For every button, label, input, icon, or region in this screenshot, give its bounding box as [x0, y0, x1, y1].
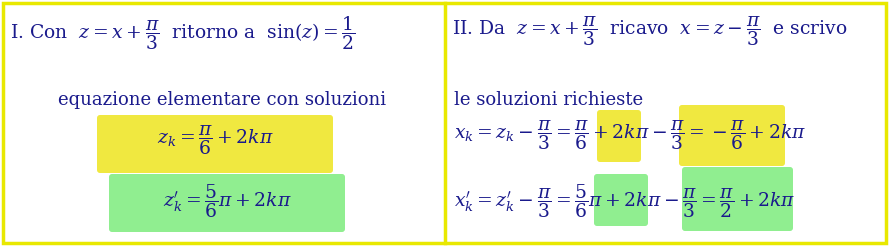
- FancyBboxPatch shape: [679, 105, 785, 166]
- FancyBboxPatch shape: [594, 174, 648, 226]
- Text: $x_k = z_k - \dfrac{\pi}{3} = \dfrac{\pi}{6}+2k\pi - \dfrac{\pi}{3} = -\dfrac{\p: $x_k = z_k - \dfrac{\pi}{3} = \dfrac{\pi…: [454, 118, 806, 152]
- Text: I. Con  $z = x+\dfrac{\pi}{3}$  ritorno a  $\sin(z) = \dfrac{1}{2}$: I. Con $z = x+\dfrac{\pi}{3}$ ritorno a …: [10, 14, 356, 52]
- FancyBboxPatch shape: [682, 167, 793, 231]
- FancyBboxPatch shape: [109, 174, 345, 232]
- FancyBboxPatch shape: [597, 110, 641, 162]
- Text: $x^{\prime}_k = z^{\prime}_k - \dfrac{\pi}{3} = \dfrac{5}{6}\pi+2k\pi - \dfrac{\: $x^{\prime}_k = z^{\prime}_k - \dfrac{\p…: [454, 182, 796, 220]
- Text: $z^{\prime}_k = \dfrac{5}{6}\pi+2k\pi$: $z^{\prime}_k = \dfrac{5}{6}\pi+2k\pi$: [163, 182, 292, 220]
- Text: le soluzioni richieste: le soluzioni richieste: [454, 91, 644, 109]
- Text: $z_k = \dfrac{\pi}{6}+2k\pi$: $z_k = \dfrac{\pi}{6}+2k\pi$: [156, 123, 273, 157]
- Text: equazione elementare con soluzioni: equazione elementare con soluzioni: [58, 91, 387, 109]
- Text: II. Da  $z = x+\dfrac{\pi}{3}$  ricavo  $x = z-\dfrac{\pi}{3}$  e scrivo: II. Da $z = x+\dfrac{\pi}{3}$ ricavo $x …: [453, 14, 848, 48]
- FancyBboxPatch shape: [97, 115, 333, 173]
